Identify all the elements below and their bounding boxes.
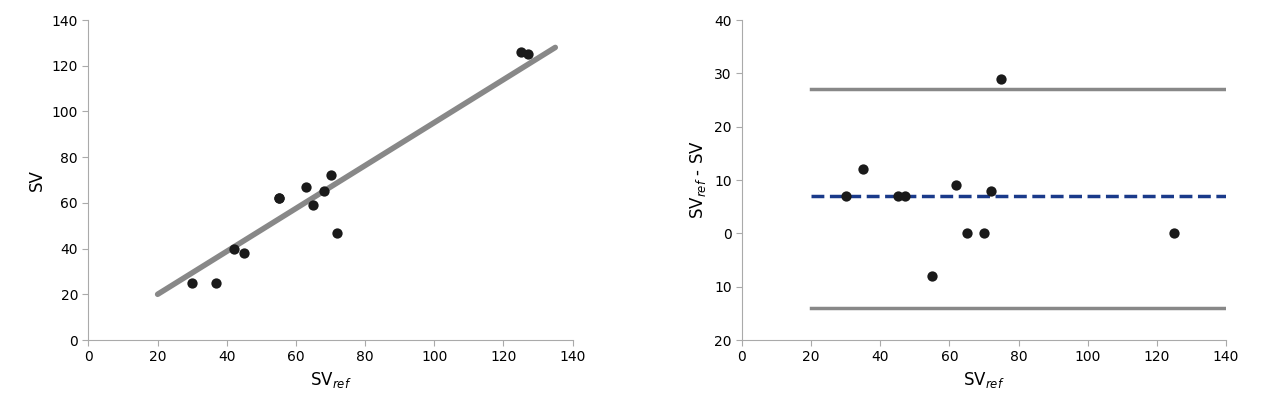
Point bbox=[206, 280, 226, 286]
Point bbox=[313, 188, 334, 195]
Point bbox=[517, 51, 537, 58]
Point bbox=[853, 166, 873, 172]
Point bbox=[268, 195, 288, 202]
Point bbox=[182, 280, 202, 286]
X-axis label: SV$_{ref}$: SV$_{ref}$ bbox=[963, 370, 1005, 390]
Point bbox=[895, 193, 915, 199]
Point bbox=[327, 229, 348, 236]
Point bbox=[975, 230, 995, 236]
Point bbox=[320, 172, 340, 179]
Point bbox=[836, 193, 856, 199]
Point bbox=[921, 273, 942, 279]
Point bbox=[511, 49, 531, 55]
Point bbox=[296, 184, 316, 190]
Point bbox=[234, 250, 254, 256]
Point bbox=[947, 182, 967, 188]
Y-axis label: SV: SV bbox=[28, 169, 46, 191]
Point bbox=[981, 188, 1001, 194]
Point bbox=[1164, 230, 1184, 236]
X-axis label: SV$_{ref}$: SV$_{ref}$ bbox=[310, 370, 351, 390]
Point bbox=[268, 195, 288, 202]
Point bbox=[957, 230, 977, 236]
Point bbox=[224, 245, 244, 252]
Y-axis label: SV$_{ref}$ - SV: SV$_{ref}$ - SV bbox=[689, 140, 708, 220]
Point bbox=[303, 202, 324, 208]
Point bbox=[887, 193, 908, 199]
Point bbox=[991, 76, 1011, 82]
